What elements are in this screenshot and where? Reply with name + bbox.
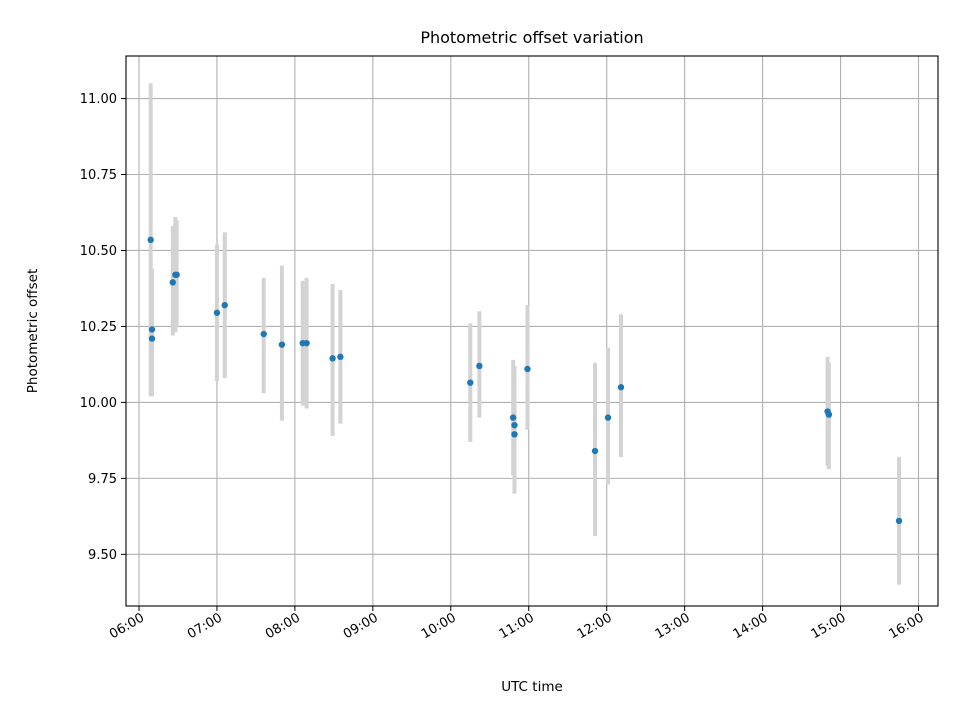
data-point: [895, 517, 903, 525]
data-point: [148, 335, 156, 342]
data-point: [617, 384, 625, 391]
data-point: [604, 414, 612, 421]
x-tick-label: 08:00: [263, 610, 303, 642]
data-point: [509, 414, 517, 421]
chart-title: Photometric offset variation: [420, 28, 643, 47]
data-point: [511, 421, 518, 429]
data-point: [303, 339, 310, 347]
y-tick-label: 10.50: [80, 244, 117, 259]
y-tick-label: 9.50: [88, 548, 117, 563]
data-point: [524, 365, 531, 373]
grid-lines: [126, 56, 938, 606]
data-point: [260, 330, 267, 338]
x-tick-label: 10:00: [419, 610, 459, 642]
data-point: [278, 341, 286, 348]
data-point: [591, 447, 599, 455]
x-tick-label: 14:00: [731, 610, 771, 642]
y-tick-label: 9.75: [88, 472, 117, 487]
x-tick-label: 09:00: [341, 610, 381, 642]
data-point: [169, 279, 176, 286]
y-tick-label: 10.25: [80, 320, 117, 335]
x-tick-label: 11:00: [497, 610, 537, 642]
x-tick-label: 16:00: [887, 610, 927, 642]
x-axis-label: UTC time: [501, 679, 563, 695]
x-tick-label: 13:00: [653, 610, 693, 642]
data-point: [337, 353, 344, 361]
data-point: [221, 301, 228, 309]
plot-frame: [125, 55, 939, 607]
x-tick-label: 07:00: [185, 610, 225, 642]
y-tick-label: 11.00: [80, 92, 117, 107]
data-point: [467, 379, 474, 386]
y-tick-label: 10.00: [80, 396, 117, 411]
data-point: [148, 326, 156, 333]
data-point: [213, 309, 221, 316]
data-point: [147, 236, 154, 244]
data-point: [476, 362, 483, 370]
x-tick-label: 06:00: [107, 610, 147, 642]
data-point: [825, 411, 833, 418]
data-point: [173, 271, 180, 278]
x-tick-label: 15:00: [809, 610, 849, 642]
x-tick-label: 12:00: [575, 610, 615, 642]
y-tick-label: 10.75: [80, 168, 117, 183]
data-points: [147, 236, 903, 525]
y-axis-label: Photometric offset: [25, 269, 41, 393]
data-point: [329, 355, 336, 362]
data-point: [511, 431, 518, 438]
